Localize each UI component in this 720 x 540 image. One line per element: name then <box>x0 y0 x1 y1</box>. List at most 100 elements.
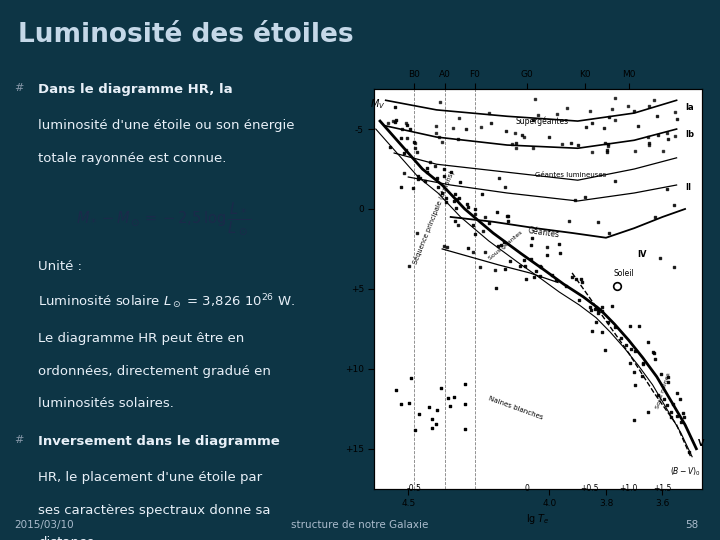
X-axis label: lg $T_e$: lg $T_e$ <box>526 512 550 526</box>
Point <box>586 147 598 156</box>
Point <box>561 104 572 113</box>
Point <box>632 122 644 130</box>
Point <box>431 122 442 131</box>
Point <box>564 217 575 225</box>
Point <box>395 183 407 192</box>
Point <box>590 318 601 326</box>
Point <box>657 147 669 156</box>
Point <box>495 241 506 249</box>
Point <box>500 126 512 135</box>
Text: Ia: Ia <box>685 103 693 112</box>
Point <box>541 242 553 251</box>
Point <box>431 173 443 182</box>
Point <box>599 138 611 147</box>
Point <box>410 139 421 147</box>
Point <box>648 96 660 104</box>
Point <box>519 261 531 270</box>
Text: $(B-V)_0$: $(B-V)_0$ <box>670 465 701 477</box>
Point <box>462 202 474 211</box>
Point <box>479 247 490 256</box>
Point <box>642 338 654 346</box>
Point <box>629 380 641 389</box>
Point <box>412 174 423 183</box>
Point <box>526 233 538 242</box>
Point <box>452 220 464 229</box>
Point <box>596 306 608 315</box>
Text: ordonnées, directement gradué en: ordonnées, directement gradué en <box>38 365 271 378</box>
Point <box>459 424 470 433</box>
Point <box>551 276 562 285</box>
Point <box>678 408 689 417</box>
Point <box>629 146 641 155</box>
Point <box>459 380 471 389</box>
Text: -0.5: -0.5 <box>407 484 421 493</box>
Point <box>498 238 510 247</box>
Point <box>423 403 435 412</box>
Point <box>447 124 459 132</box>
Point <box>553 240 564 248</box>
Point <box>644 140 655 149</box>
Point <box>628 416 639 425</box>
Point <box>451 194 463 203</box>
Text: $M_V$: $M_V$ <box>370 97 386 111</box>
Text: II: II <box>685 183 691 192</box>
Point <box>628 106 639 115</box>
Point <box>589 305 600 313</box>
Point <box>424 158 436 166</box>
Point <box>636 372 647 381</box>
Point <box>603 141 614 150</box>
Point <box>441 242 453 251</box>
Point <box>504 256 516 265</box>
Text: totale rayonnée est connue.: totale rayonnée est connue. <box>38 152 226 165</box>
Point <box>525 255 536 264</box>
Point <box>551 110 562 118</box>
Text: Ib: Ib <box>685 130 694 139</box>
Point <box>453 135 464 144</box>
Point <box>625 345 636 353</box>
Point <box>469 229 481 238</box>
Point <box>518 255 530 264</box>
Point <box>395 399 407 408</box>
Point <box>648 348 660 356</box>
Point <box>541 251 552 260</box>
Point <box>389 118 400 127</box>
Point <box>601 146 613 154</box>
Point <box>671 411 683 420</box>
Point <box>665 413 677 422</box>
Text: 0: 0 <box>524 484 529 493</box>
Point <box>662 377 674 386</box>
Point <box>668 263 680 272</box>
Point <box>432 183 444 192</box>
Point <box>414 174 426 183</box>
Point <box>412 228 423 237</box>
Point <box>637 360 649 368</box>
Point <box>662 401 673 409</box>
Point <box>450 204 462 213</box>
Text: +0.5: +0.5 <box>580 484 598 493</box>
Point <box>398 149 410 158</box>
Point <box>492 242 503 251</box>
Text: Géantes: Géantes <box>527 226 559 240</box>
Point <box>436 384 447 393</box>
Text: 58: 58 <box>685 520 698 530</box>
Point <box>652 112 663 121</box>
Point <box>420 164 432 172</box>
Point <box>514 262 526 271</box>
Point <box>662 373 674 381</box>
Point <box>675 418 687 427</box>
Point <box>429 162 441 171</box>
Point <box>396 125 408 134</box>
Point <box>609 177 621 185</box>
Point <box>467 221 479 230</box>
Point <box>570 195 581 204</box>
Point <box>609 93 621 102</box>
Point <box>675 395 686 403</box>
Point <box>485 119 497 128</box>
Point <box>409 144 420 152</box>
Point <box>408 138 420 147</box>
Text: $M_* - M_\odot = -2{,}5\,\log\dfrac{L_*}{L_\odot}$: $M_* - M_\odot = -2{,}5\,\log\dfrac{L_*}… <box>76 201 251 238</box>
Point <box>573 295 585 304</box>
Point <box>384 143 395 151</box>
Text: V: V <box>698 438 704 448</box>
Point <box>652 390 664 399</box>
